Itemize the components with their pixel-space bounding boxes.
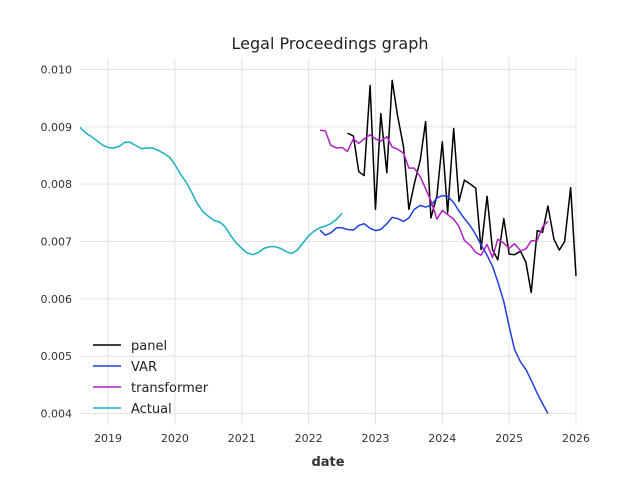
- x-tick-label: 2023: [361, 432, 389, 445]
- y-tick-label: 0.010: [41, 63, 73, 76]
- x-tick-label: 2020: [161, 432, 189, 445]
- x-tick-label: 2022: [295, 432, 323, 445]
- series-line-actual: [79, 126, 343, 256]
- x-axis-ticks: 2019 2020 2021 2022 2023 2024 2025 2026: [94, 432, 590, 445]
- legend-label-transformer: transformer: [131, 381, 209, 396]
- x-tick-label: 2024: [428, 432, 456, 445]
- y-tick-label: 0.006: [41, 293, 73, 306]
- legend-label-var: VAR: [131, 360, 157, 375]
- series-line-var: [319, 194, 549, 414]
- y-tick-label: 0.009: [41, 121, 73, 134]
- x-tick-label: 2019: [94, 432, 122, 445]
- y-tick-label: 0.004: [41, 408, 73, 421]
- legend: panel VAR transformer Actual: [93, 339, 209, 417]
- y-tick-label: 0.008: [41, 178, 73, 191]
- y-tick-label: 0.007: [41, 236, 73, 249]
- grid: [80, 58, 577, 425]
- chart-title: Legal Proceedings graph: [232, 34, 429, 53]
- x-tick-label: 2025: [495, 432, 523, 445]
- x-tick-label: 2026: [562, 432, 590, 445]
- legend-label-actual: Actual: [131, 402, 172, 417]
- y-axis-ticks: 0.004 0.005 0.006 0.007 0.008 0.009 0.010: [41, 63, 73, 420]
- y-tick-label: 0.005: [41, 350, 73, 363]
- series-layer: [79, 79, 577, 414]
- x-tick-label: 2021: [228, 432, 256, 445]
- legend-label-panel: panel: [131, 339, 167, 354]
- x-axis-label: date: [311, 455, 344, 470]
- series-line-panel: [347, 79, 577, 294]
- series-line-transformer: [319, 129, 549, 259]
